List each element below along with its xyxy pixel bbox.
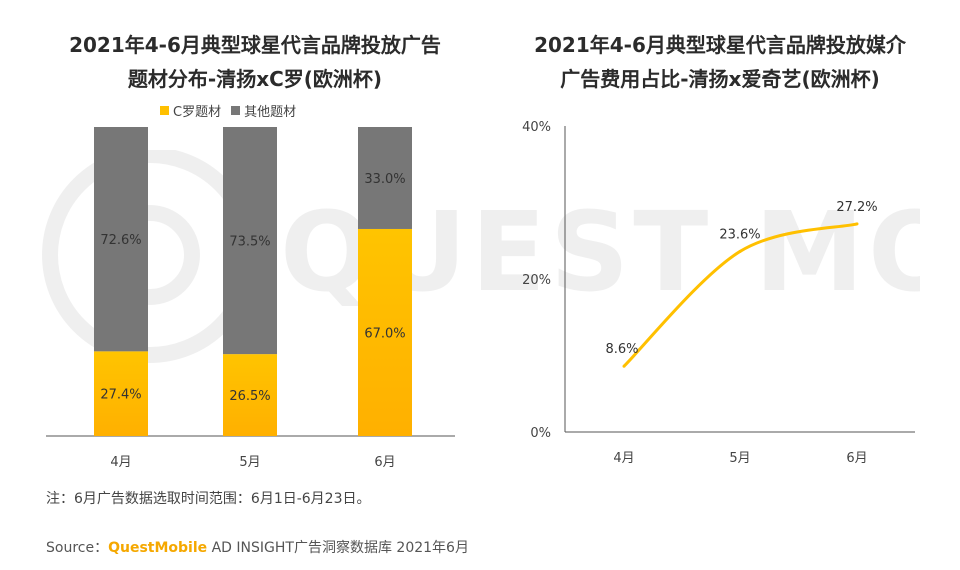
source-brand: QuestMobile [108, 540, 208, 556]
legend-label-other: 其他题材 [244, 105, 297, 120]
source-suffix: AD INSIGHT广告洞察数据库 2021年6月 [207, 540, 469, 556]
right-chart-title-line2: 广告费用占比-清扬x爱奇艺(欧洲杯) [560, 67, 880, 91]
bar-c-ronaldo-2 [223, 354, 277, 436]
data-label-c-ronaldo-3: 67.0% [364, 326, 405, 341]
source-prefix: Source： [46, 540, 109, 556]
x-tick-label-3: 6月 [374, 455, 395, 470]
right-chart-title-line1: 2021年4-6月典型球星代言品牌投放媒介 [534, 33, 906, 57]
x-tick-label-1: 4月 [613, 451, 634, 466]
data-point-3 [855, 222, 859, 226]
legend-swatch-other [231, 106, 241, 115]
data-label-3: 27.2% [836, 200, 877, 215]
bar-other-2 [223, 127, 277, 355]
left-chart-title-line1: 2021年4-6月典型球星代言品牌投放广告 [69, 33, 441, 57]
x-tick-label-3: 6月 [846, 451, 867, 466]
x-tick-label-1: 4月 [110, 455, 131, 470]
legend-item-c-ronaldo: C罗题材 [160, 101, 221, 120]
legend-label-c-ronaldo: C罗题材 [173, 105, 222, 120]
bar-c-ronaldo-1 [94, 351, 148, 436]
y-tick-label-2: 20% [522, 273, 551, 288]
bar-other-1 [94, 127, 148, 352]
source-line: Source：QuestMobile AD INSIGHT广告洞察数据库 202… [46, 537, 469, 557]
left-chart-title: 2021年4-6月典型球星代言品牌投放广告 题材分布-清扬xC罗(欧洲杯) [40, 28, 470, 96]
legend: C罗题材 其他题材 [160, 101, 296, 120]
y-tick-label-1: 0% [530, 426, 551, 441]
series-line [622, 222, 858, 368]
data-point-2 [738, 249, 742, 253]
data-label-2: 23.6% [719, 227, 760, 242]
legend-item-other: 其他题材 [231, 101, 296, 120]
data-label-other-3: 33.0% [364, 172, 405, 187]
bar-other-3 [358, 127, 412, 229]
x-tick-label-2: 5月 [729, 451, 750, 466]
left-chart-title-line2: 题材分布-清扬xC罗(欧洲杯) [127, 67, 383, 91]
y-tick-label-3: 40% [522, 120, 551, 135]
data-point-1 [622, 364, 626, 368]
data-label-c-ronaldo-2: 26.5% [229, 389, 270, 404]
legend-swatch-c-ronaldo [160, 106, 169, 115]
footnote: 注：6月广告数据选取时间范围：6月1日-6月23日。 [46, 491, 371, 507]
data-label-other-2: 73.5% [229, 235, 270, 250]
data-label-c-ronaldo-1: 27.4% [100, 388, 141, 403]
data-label-1: 8.6% [605, 342, 638, 357]
data-label-other-1: 72.6% [100, 233, 141, 248]
right-chart-title: 2021年4-6月典型球星代言品牌投放媒介 广告费用占比-清扬x爱奇艺(欧洲杯) [500, 28, 940, 96]
x-tick-label-2: 5月 [239, 455, 260, 470]
bar-c-ronaldo-3 [358, 228, 412, 436]
